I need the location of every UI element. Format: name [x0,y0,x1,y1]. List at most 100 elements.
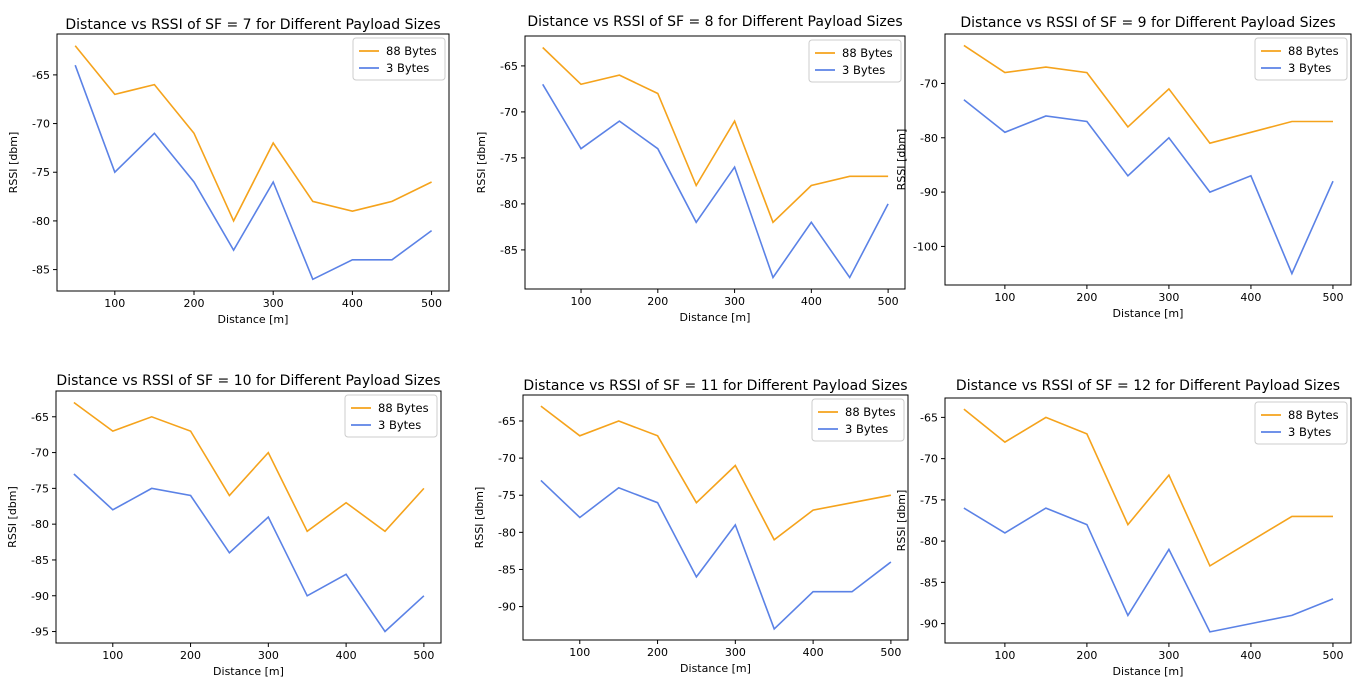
x-tick-label: 300 [258,649,279,662]
series-line-88-bytes [74,45,432,223]
legend: 88 Bytes 3 Bytes [811,398,905,442]
x-tick-label: 500 [1322,291,1343,304]
y-tick-label: -65 [31,411,49,424]
legend-box [1254,37,1348,81]
series-line-3-bytes [73,473,425,633]
x-tick-label: 300 [725,646,746,659]
y-tick-label: -75 [500,152,518,165]
y-tick-label: -85 [32,264,50,277]
legend-entry: 88 Bytes [845,405,896,419]
y-tick-label: -70 [920,77,938,90]
x-tick-label: 300 [724,295,745,308]
y-tick-label: -80 [920,535,938,548]
chart-5: Distance vs RSSI of SF = 11 for Differen… [473,378,909,675]
legend: 88 Bytes 3 Bytes [1254,37,1348,81]
legend-box [352,37,446,81]
y-tick-label: -85 [920,576,938,589]
series-line-3-bytes [963,99,1334,276]
x-tick-label: 500 [880,646,901,659]
legend-entry: 3 Bytes [845,422,888,436]
series-line-88-bytes [73,401,425,533]
series-line-88-bytes [542,46,889,224]
series-line-88-bytes [963,408,1333,568]
chart-title: Distance vs RSSI of SF = 10 for Differen… [56,373,440,389]
legend-entry: 88 Bytes [1288,408,1339,422]
y-tick-label: -100 [913,240,938,253]
x-tick-label: 100 [102,649,123,662]
y-tick-label: -75 [920,494,938,507]
x-tick-label: 200 [647,295,668,308]
y-tick-label: -80 [31,518,49,531]
plot-frame [55,390,442,644]
chart-1: Distance vs RSSI of SF = 7 for Different… [7,17,450,326]
x-tick-label: 200 [180,649,201,662]
y-tick-label: -65 [498,415,516,428]
legend-entry: 3 Bytes [1288,61,1331,75]
x-tick-label: 500 [878,295,899,308]
y-tick-label: -85 [31,554,49,567]
chart-title: Distance vs RSSI of SF = 11 for Differen… [523,378,907,394]
y-axis-label: RSSI [dbm] [895,129,908,191]
legend: 88 Bytes 3 Bytes [808,39,902,83]
x-tick-label: 200 [184,297,205,310]
chart-4: Distance vs RSSI of SF = 10 for Differen… [6,373,442,678]
y-tick-label: -70 [500,106,518,119]
y-tick-label: -90 [31,590,49,603]
legend-box [1254,401,1348,445]
y-tick-label: -75 [498,489,516,502]
y-tick-label: -90 [920,186,938,199]
y-tick-label: -65 [32,69,50,82]
x-tick-label: 500 [413,649,434,662]
series-line-3-bytes [542,83,889,280]
x-tick-label: 200 [1076,649,1097,662]
x-tick-label: 200 [1076,291,1097,304]
legend-entry: 88 Bytes [842,46,893,60]
legend-entry: 88 Bytes [386,44,437,58]
legend-box [344,394,438,438]
x-tick-label: 100 [994,649,1015,662]
legend: 88 Bytes 3 Bytes [1254,401,1348,445]
legend-entry: 3 Bytes [386,61,429,75]
y-tick-label: -95 [31,626,49,639]
y-tick-label: -80 [498,526,516,539]
y-tick-label: -70 [31,447,49,460]
legend-entry: 88 Bytes [378,401,429,415]
y-tick-label: -85 [498,563,516,576]
series-line-3-bytes [963,507,1334,633]
y-axis-label: RSSI [dbm] [895,490,908,552]
plot-frame [944,397,1352,644]
x-tick-label: 100 [994,291,1015,304]
plot-frame [944,33,1352,286]
x-tick-label: 400 [336,649,357,662]
y-tick-label: -70 [498,452,516,465]
chart-2: Distance vs RSSI of SF = 8 for Different… [475,14,906,324]
x-tick-label: 400 [1240,649,1261,662]
chart-title: Distance vs RSSI of SF = 9 for Different… [960,15,1335,31]
chart-title: Distance vs RSSI of SF = 12 for Differen… [956,378,1340,394]
y-tick-label: -75 [32,166,50,179]
y-tick-label: -80 [920,132,938,145]
chart-6: Distance vs RSSI of SF = 12 for Differen… [895,378,1352,678]
y-axis-label: RSSI [dbm] [6,486,19,548]
y-tick-label: -75 [31,482,49,495]
x-axis-label: Distance [m] [218,313,289,326]
x-tick-label: 300 [263,297,284,310]
legend-box [808,39,902,83]
legend: 88 Bytes 3 Bytes [352,37,446,81]
y-tick-label: -65 [920,411,938,424]
series-line-88-bytes [963,44,1333,145]
y-axis-label: RSSI [dbm] [475,132,488,194]
x-tick-label: 100 [104,297,125,310]
y-tick-label: -90 [920,618,938,631]
x-tick-label: 300 [1158,649,1179,662]
chart-title: Distance vs RSSI of SF = 8 for Different… [527,14,902,30]
legend-entry: 3 Bytes [378,418,421,432]
x-tick-label: 500 [1322,649,1343,662]
series-line-3-bytes [74,64,433,281]
y-axis-label: RSSI [dbm] [7,132,20,194]
y-tick-label: -80 [500,198,518,211]
x-tick-label: 400 [801,295,822,308]
y-tick-label: -90 [498,601,516,614]
x-axis-label: Distance [m] [213,665,284,678]
